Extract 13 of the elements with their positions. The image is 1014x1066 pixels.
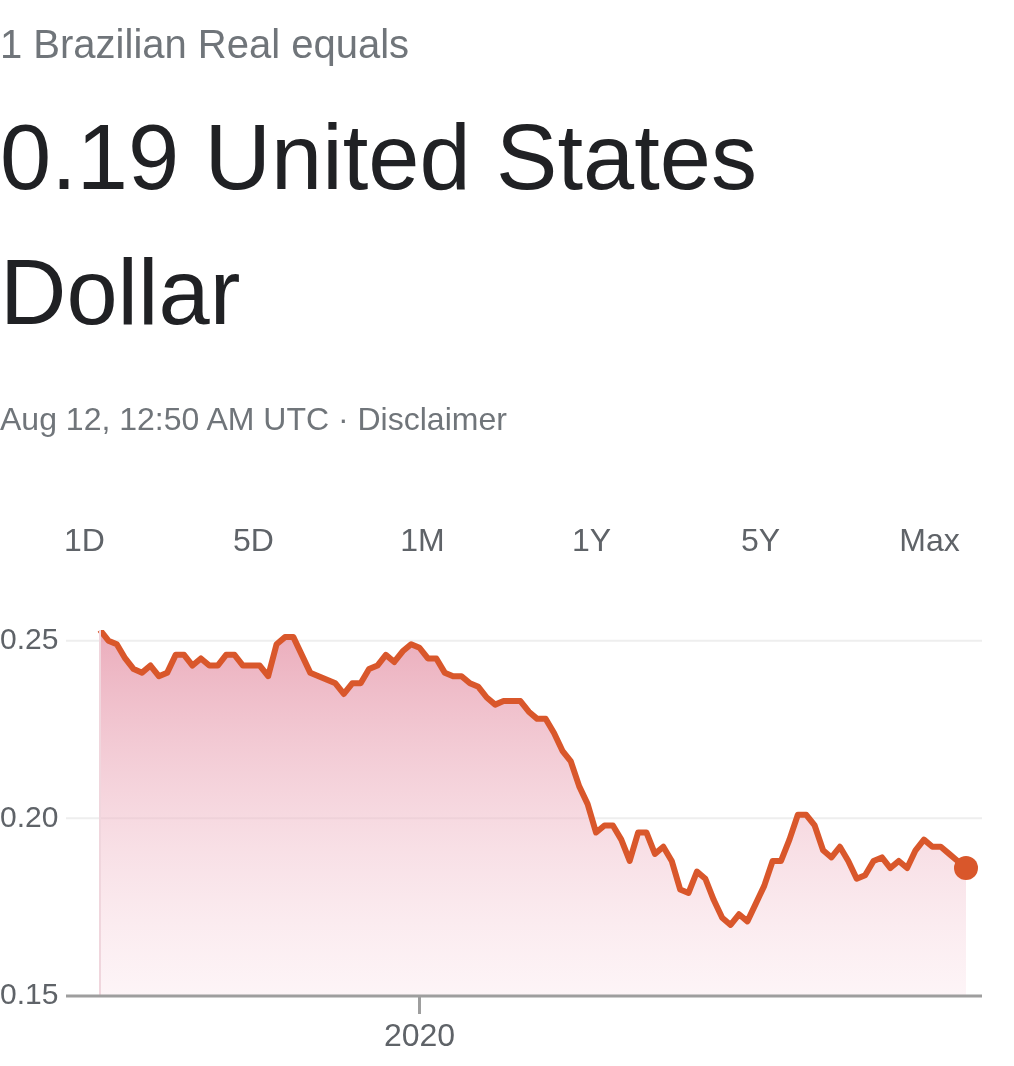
- text: Aug 12, 12:50 AM UTC · Disclaimer: [0, 401, 507, 438]
- text: 1Y: [570, 521, 613, 560]
- text: 5Y: [739, 521, 782, 560]
- y-tick-label: 0.20: [0, 799, 59, 833]
- text: 5D: [232, 521, 275, 560]
- chart-subtitle: 1 Brazilian Real equals: [0, 22, 410, 67]
- y-tick-label: 0.25: [0, 621, 59, 655]
- x-tick-label: 2020: [383, 1017, 456, 1054]
- text: 1D: [63, 521, 106, 560]
- text: 1M: [399, 521, 446, 560]
- y-tick-label: 0.15: [0, 977, 59, 1011]
- text: Max: [898, 521, 961, 560]
- chart-title: 0.19 United States Dollar: [0, 105, 758, 345]
